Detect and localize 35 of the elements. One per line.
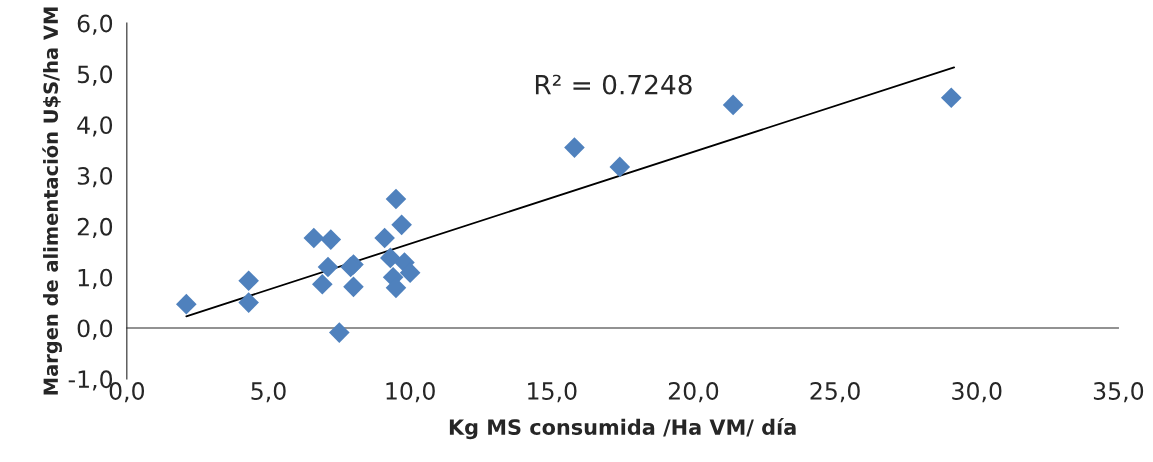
y-tick-label: 3,0 xyxy=(77,167,113,188)
y-tick-label: 6,0 xyxy=(77,14,113,35)
point xyxy=(940,87,962,109)
y-tick-label: 0,0 xyxy=(77,319,113,340)
y-tick-label: 1,0 xyxy=(78,268,113,289)
point xyxy=(320,229,342,250)
point xyxy=(303,227,325,249)
point xyxy=(385,188,407,210)
point xyxy=(399,262,421,283)
x-tick-label: 30,0 xyxy=(952,382,1002,403)
point xyxy=(238,292,259,313)
point xyxy=(609,156,631,178)
point xyxy=(564,137,585,158)
x-axis-title: Kg MS consumida /Ha VM/ día xyxy=(449,417,796,440)
x-tick-label: 20,0 xyxy=(668,382,719,403)
y-tick-label: 2,0 xyxy=(77,217,113,239)
point xyxy=(317,256,339,278)
point xyxy=(343,276,364,298)
point xyxy=(722,94,744,116)
point xyxy=(380,247,401,269)
point xyxy=(374,227,395,249)
point xyxy=(176,293,197,315)
annotation: R² = 0.7248 xyxy=(535,74,692,95)
point xyxy=(238,270,259,292)
y-tick-label: 4,0 xyxy=(77,116,113,137)
x-tick-label: 10,0 xyxy=(386,382,435,403)
x-tick-label: 5,0 xyxy=(251,382,286,403)
point xyxy=(391,214,412,236)
y-axis-title: Margen de alimentación U$S/ha VM xyxy=(42,7,63,395)
point xyxy=(312,274,333,295)
x-tick-label: 25,0 xyxy=(810,382,860,403)
point xyxy=(329,322,350,343)
x-tick-label: 15,0 xyxy=(528,382,577,403)
y-tick-label: 5,0 xyxy=(77,65,113,86)
x-tick-label: 35,0 xyxy=(1093,382,1144,403)
